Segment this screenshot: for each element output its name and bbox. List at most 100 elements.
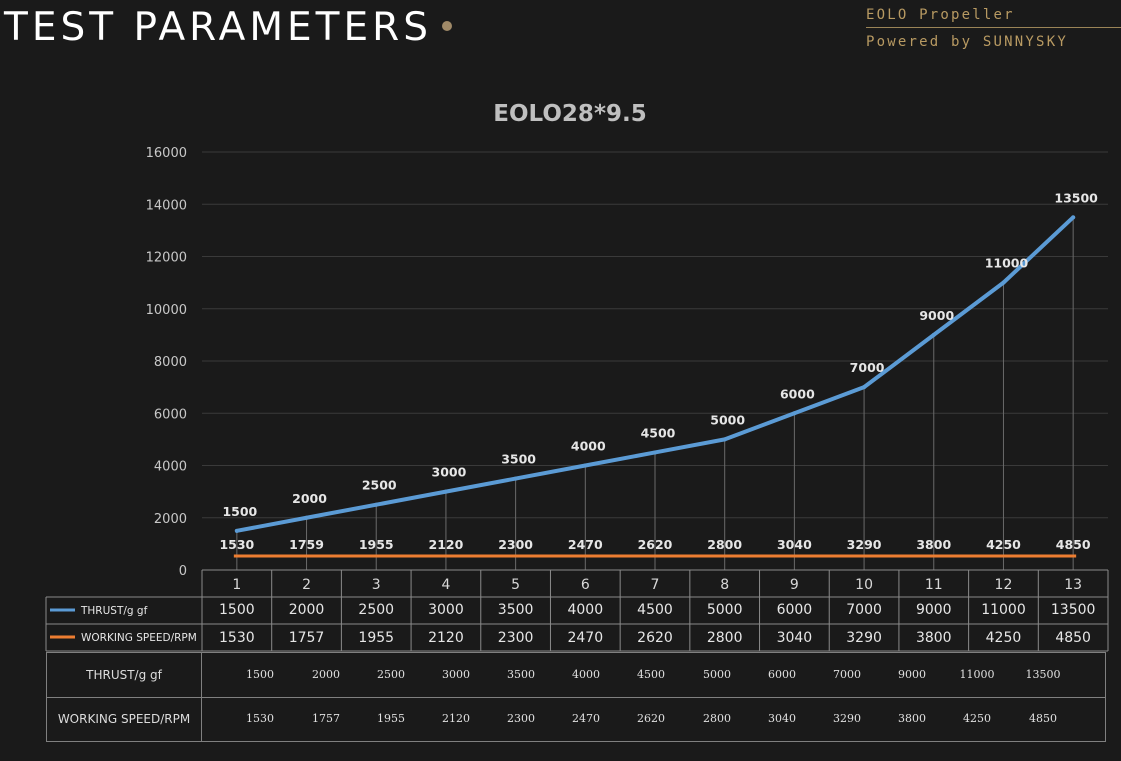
- values-table-row-thrust: THRUST/g gf 1500 2000 2500 3000 3500 4000 4500…: [47, 653, 1105, 698]
- table-speed-value: 4250: [986, 630, 1022, 646]
- thrust-point: [722, 437, 727, 442]
- values-table-cell: 6000: [768, 668, 796, 681]
- speed-data-label: 2620: [638, 537, 673, 552]
- x-category-label: 6: [581, 577, 590, 593]
- table-speed-value: 4850: [1055, 630, 1091, 646]
- values-table-cell: 1530: [246, 712, 274, 725]
- values-table-label: THRUST/g gf: [47, 653, 202, 697]
- thrust-point: [862, 385, 867, 390]
- thrust-point: [234, 528, 239, 533]
- values-table-cell: 2800: [703, 712, 731, 725]
- thrust-data-label: 7000: [850, 360, 885, 375]
- y-tick-label: 4000: [154, 460, 187, 475]
- values-table-cell: 3290: [833, 712, 861, 725]
- table-thrust-value: 7000: [846, 602, 882, 618]
- thrust-point: [443, 489, 448, 494]
- brand-block: EOLO Propeller Powered by SUNNYSKY: [866, 4, 1121, 51]
- thrust-point: [1001, 280, 1006, 285]
- table-thrust-value: 3500: [498, 602, 534, 618]
- page-title: TEST PARAMETERS: [4, 4, 452, 52]
- brand-divider: [866, 27, 1121, 28]
- values-table-cell: 2620: [637, 712, 665, 725]
- x-category-label: 13: [1064, 577, 1082, 593]
- legend-thrust-name: THRUST/g gf: [80, 605, 148, 617]
- values-table: THRUST/g gf 1500 2000 2500 3000 3500 4000 4500…: [46, 652, 1106, 742]
- speed-data-label: 3040: [777, 537, 812, 552]
- y-tick-label: 2000: [154, 512, 187, 527]
- speed-data-label: 2800: [707, 537, 742, 552]
- y-tick-label: 12000: [146, 251, 187, 266]
- thrust-point: [1071, 215, 1076, 220]
- values-table-cell: 4500: [637, 668, 665, 681]
- y-tick-label: 6000: [154, 407, 187, 422]
- table-thrust-value: 6000: [777, 602, 813, 618]
- legend-working-speed-name: WORKING SPEED/RPM: [81, 632, 197, 644]
- values-table-row-speed: WORKING SPEED/RPM 1530 1757 1955 2120 2300 24…: [47, 697, 1105, 741]
- speed-data-label: 3800: [916, 537, 951, 552]
- x-category-label: 3: [372, 577, 381, 593]
- values-table-cell: 4000: [572, 668, 600, 681]
- table-thrust-value: 4000: [567, 602, 603, 618]
- values-table-cell: 2500: [377, 668, 405, 681]
- table-thrust-value: 3000: [428, 602, 464, 618]
- thrust-point: [653, 450, 657, 455]
- table-speed-value: 1757: [289, 630, 325, 646]
- values-table-cell: 3500: [507, 668, 535, 681]
- y-tick-label: 8000: [154, 355, 187, 370]
- table-speed-value: 1955: [358, 630, 394, 646]
- speed-data-label: 2470: [568, 537, 603, 552]
- thrust-data-label: 13500: [1054, 190, 1098, 205]
- x-category-label: 5: [511, 577, 520, 593]
- table-speed-value: 2800: [707, 630, 743, 646]
- brand-powered-by: Powered by SUNNYSKY: [866, 34, 1068, 50]
- table-thrust-value: 4500: [637, 602, 673, 618]
- table-thrust-value: 2000: [289, 602, 325, 618]
- thrust-data-label: 6000: [780, 386, 815, 401]
- speed-data-label: 1530: [219, 537, 254, 552]
- thrust-point: [792, 411, 797, 416]
- table-thrust-value: 13500: [1051, 602, 1096, 618]
- thrust-data-label: 2500: [362, 478, 397, 493]
- table-speed-value: 2300: [498, 630, 534, 646]
- thrust-data-label: 11000: [985, 256, 1029, 271]
- speed-data-label: 4850: [1056, 537, 1091, 552]
- thrust-point: [583, 463, 588, 468]
- thrust-data-label: 3000: [432, 465, 467, 480]
- values-table-label: WORKING SPEED/RPM: [47, 697, 202, 741]
- values-table-cell: 1500: [246, 668, 274, 681]
- table-thrust-value: 9000: [916, 602, 952, 618]
- values-table-cell: 5000: [703, 668, 731, 681]
- values-table-cell: 2470: [572, 712, 600, 725]
- x-category-label: 9: [790, 577, 799, 593]
- values-table-cell: 7000: [833, 668, 861, 681]
- table-speed-value: 1530: [219, 630, 255, 646]
- speed-data-label: 1955: [359, 537, 394, 552]
- values-table-cell: 3040: [768, 712, 796, 725]
- y-tick-label: 14000: [146, 198, 187, 213]
- speed-data-label: 1759: [289, 537, 324, 552]
- speed-data-label: 4250: [986, 537, 1021, 552]
- thrust-data-label: 3500: [501, 452, 536, 467]
- y-tick-label: 16000: [146, 146, 187, 161]
- table-thrust-value: 11000: [981, 602, 1026, 618]
- brand-product: EOLO Propeller: [866, 7, 1015, 23]
- thrust-point: [513, 476, 518, 481]
- values-table-cell: 9000: [898, 668, 926, 681]
- thrust-data-label: 4000: [571, 439, 606, 454]
- values-table-cell: 1757: [312, 712, 340, 725]
- y-tick-label: 10000: [146, 303, 187, 318]
- x-category-label: 11: [925, 577, 943, 593]
- values-table-cell: 4850: [1029, 712, 1057, 725]
- x-category-label: 12: [995, 577, 1013, 593]
- x-category-label: 7: [651, 577, 660, 593]
- table-speed-value: 3800: [916, 630, 952, 646]
- thrust-point: [374, 502, 379, 507]
- table-speed-value: 2470: [567, 630, 603, 646]
- table-thrust-value: 1500: [219, 602, 255, 618]
- values-table-cell: 1955: [377, 712, 405, 725]
- thrust-data-label: 9000: [919, 308, 954, 323]
- table-thrust-value: 5000: [707, 602, 743, 618]
- speed-data-label: 3290: [847, 537, 882, 552]
- values-table-cell: 3000: [442, 668, 470, 681]
